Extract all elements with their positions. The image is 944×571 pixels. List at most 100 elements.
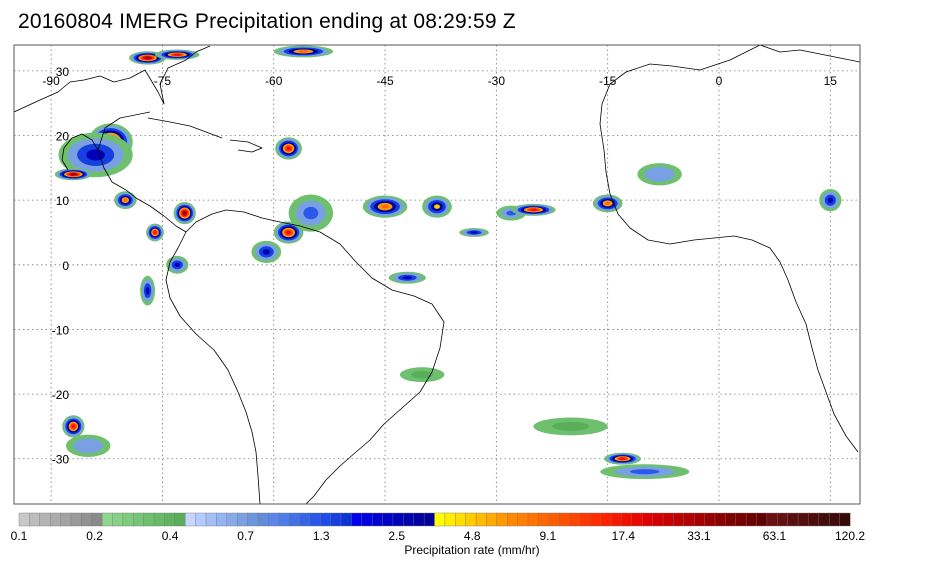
graticule <box>14 45 860 504</box>
coastline-cuba <box>147 117 223 139</box>
precip-cell <box>288 194 334 232</box>
longitude-label: -75 <box>154 74 172 88</box>
colorbar-swatch <box>247 512 259 527</box>
precip-contour <box>411 370 434 379</box>
precip-contour <box>123 198 128 202</box>
precipitation-layer <box>54 45 842 480</box>
colorbar-swatch <box>517 512 529 527</box>
colorbar-swatch <box>725 512 737 527</box>
precip-contour <box>262 249 271 255</box>
colorbar-title: Precipitation rate (mm/hr) <box>404 543 540 557</box>
latitude-label: 30 <box>56 65 70 79</box>
colorbar-swatch <box>475 512 487 527</box>
colorbar-swatch <box>403 512 415 527</box>
precip-cell <box>273 45 334 58</box>
colorbar-tick-label: 0.2 <box>86 529 103 543</box>
coastline-hispaniola <box>229 139 263 153</box>
colorbar-swatch <box>735 512 747 527</box>
colorbar-tick-label: 9.1 <box>539 529 556 543</box>
precip-cell <box>146 223 164 242</box>
colorbar-swatch <box>745 512 758 527</box>
colorbar-swatch <box>579 512 591 527</box>
colorbar-swatch <box>631 512 643 527</box>
coastline-south-america <box>165 209 445 504</box>
precip-contour <box>652 170 668 179</box>
map-title: 20160804 IMERG Precipitation ending at 0… <box>18 10 516 33</box>
precip-contour <box>619 457 626 460</box>
precip-cell <box>166 255 189 274</box>
colorbar-swatch <box>777 512 789 527</box>
colorbar-swatch <box>434 512 446 527</box>
colorbar-swatch <box>507 512 519 527</box>
colorbar-swatch <box>829 512 841 527</box>
precip-cell <box>422 195 452 218</box>
precip-cell <box>459 228 489 237</box>
colorbar-swatch <box>797 512 809 527</box>
colorbar-swatch <box>361 512 373 527</box>
colorbar-swatch <box>600 512 612 527</box>
colorbar-swatch <box>39 512 51 527</box>
precip-cell <box>819 189 842 212</box>
colorbar-swatch <box>787 512 799 527</box>
colorbar-tick-label: 0.7 <box>237 529 254 543</box>
precip-cell <box>388 271 426 284</box>
colorbar-swatch <box>839 512 851 527</box>
latitude-label: 0 <box>62 259 69 273</box>
coastline-africa <box>599 45 859 453</box>
longitude-label: -30 <box>488 74 506 88</box>
colorbar-swatch <box>382 512 394 527</box>
colorbar-swatch <box>548 512 560 527</box>
precip-contour <box>303 206 319 220</box>
colorbar-swatch <box>112 512 124 527</box>
colorbar-swatch <box>756 512 768 527</box>
precipitation-map: -90 -75 -60 -45 -30 -15 0 15 30 20 10 0 -10 -20 -30 <box>13 44 861 505</box>
precip-contour <box>552 421 590 431</box>
colorbar-swatch <box>693 512 706 527</box>
colorbar-swatch <box>455 512 467 527</box>
precip-contour <box>174 262 181 268</box>
colorbar-swatch <box>351 512 363 527</box>
precip-cell <box>54 168 92 181</box>
colorbar-swatch <box>133 512 145 527</box>
colorbar-swatch <box>29 512 41 527</box>
precip-cell <box>603 452 642 465</box>
precip-cell <box>251 240 282 264</box>
colorbar-swatch <box>236 512 249 527</box>
precip-cell <box>65 434 111 457</box>
colorbar-swatch <box>330 512 342 527</box>
coastlines <box>14 45 860 504</box>
colorbar-swatch <box>621 512 633 527</box>
precip-cell <box>637 163 682 186</box>
colorbar-swatch <box>320 512 332 527</box>
precip-cell <box>58 132 133 178</box>
precip-contour <box>434 204 440 209</box>
latitude-label: -10 <box>52 323 70 337</box>
longitude-label: 0 <box>716 74 723 88</box>
colorbar-swatch <box>662 512 674 527</box>
colorbar-swatch <box>184 512 197 527</box>
precip-contour <box>71 173 76 176</box>
graticule-labels: -90 -75 -60 -45 -30 -15 0 15 30 20 10 0 -10 -20 -30 <box>42 65 837 467</box>
precip-contour <box>402 276 412 280</box>
colorbar-swatch <box>174 512 186 527</box>
colorbar-tick-label: 0.1 <box>11 529 28 543</box>
colorbar-swatch <box>122 512 134 527</box>
colorbar-swatch <box>153 512 165 527</box>
longitude-label: -45 <box>376 74 394 88</box>
colorbar-swatch <box>766 512 778 527</box>
colorbar-swatch <box>164 512 176 527</box>
colorbar-swatch <box>278 512 290 527</box>
longitude-label: -15 <box>599 74 617 88</box>
colorbar-swatch <box>226 512 238 527</box>
colorbar-swatch <box>392 512 404 527</box>
colorbar-swatch <box>818 512 830 527</box>
colorbar-swatch <box>288 512 300 527</box>
precip-contour <box>530 208 537 212</box>
colorbar-tick-label: 0.4 <box>162 529 179 543</box>
colorbar-swatch <box>268 512 280 527</box>
longitude-label: 15 <box>824 74 838 88</box>
colorbar-tick-label: 33.1 <box>687 529 711 543</box>
colorbar-swatch <box>309 512 321 527</box>
colorbar-swatch <box>299 512 311 527</box>
